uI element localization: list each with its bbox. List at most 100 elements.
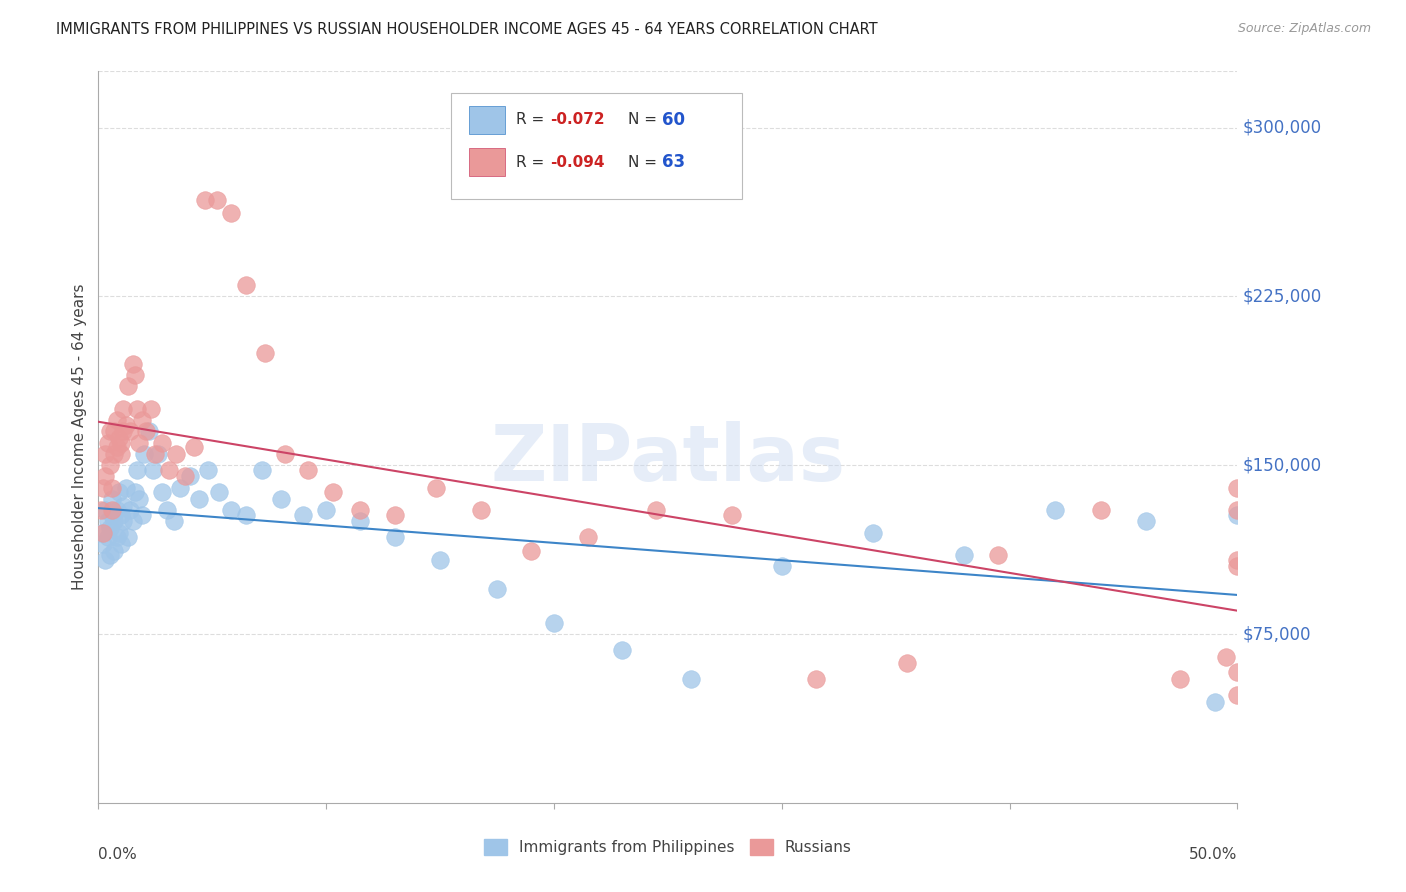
Point xyxy=(384,508,406,522)
Point xyxy=(169,481,191,495)
Point xyxy=(98,548,121,562)
Point xyxy=(1226,559,1249,574)
Point xyxy=(103,515,125,529)
Point xyxy=(91,481,114,495)
Point xyxy=(187,491,209,506)
Point xyxy=(90,503,112,517)
Point xyxy=(117,530,139,544)
Point xyxy=(157,463,180,477)
Point xyxy=(127,463,149,477)
Point xyxy=(108,485,131,500)
Point xyxy=(120,425,142,439)
Text: -0.094: -0.094 xyxy=(551,154,605,169)
Text: -0.072: -0.072 xyxy=(551,112,605,128)
Point xyxy=(162,515,184,529)
Text: N =: N = xyxy=(628,154,662,169)
Point xyxy=(1215,649,1237,664)
Point xyxy=(470,503,492,517)
Point xyxy=(194,193,217,207)
Point xyxy=(138,425,160,439)
Point xyxy=(91,525,114,540)
Point xyxy=(235,508,257,522)
Point xyxy=(1170,672,1192,686)
Point xyxy=(987,548,1010,562)
Point xyxy=(96,435,118,450)
Point xyxy=(219,206,242,220)
Point xyxy=(128,435,150,450)
Point xyxy=(543,615,565,630)
Text: IMMIGRANTS FROM PHILIPPINES VS RUSSIAN HOUSEHOLDER INCOME AGES 45 - 64 YEARS COR: IMMIGRANTS FROM PHILIPPINES VS RUSSIAN H… xyxy=(56,22,877,37)
Text: 63: 63 xyxy=(662,153,685,171)
Point xyxy=(208,485,231,500)
Point xyxy=(679,672,702,686)
Point xyxy=(112,499,135,513)
Point xyxy=(720,508,742,522)
Point xyxy=(94,469,117,483)
Point xyxy=(114,481,136,495)
Point xyxy=(1226,665,1249,680)
Point xyxy=(121,357,143,371)
Point xyxy=(1204,694,1226,708)
Bar xyxy=(468,106,505,134)
Point xyxy=(110,447,132,461)
Point xyxy=(112,425,135,439)
Point xyxy=(96,530,118,544)
Point xyxy=(292,508,315,522)
Point xyxy=(127,401,149,416)
Point xyxy=(120,503,142,517)
FancyBboxPatch shape xyxy=(451,94,742,200)
Point xyxy=(121,515,143,529)
Point xyxy=(274,447,297,461)
Text: $75,000: $75,000 xyxy=(1243,625,1312,643)
Point xyxy=(101,491,124,506)
Point xyxy=(612,642,634,657)
Point xyxy=(105,413,128,427)
Point xyxy=(103,543,125,558)
Point xyxy=(108,525,131,540)
Point xyxy=(105,440,128,454)
Point xyxy=(110,435,132,450)
Point xyxy=(252,463,274,477)
Point xyxy=(297,463,319,477)
Point xyxy=(235,278,257,293)
Point xyxy=(139,401,162,416)
Point xyxy=(145,447,167,461)
Point xyxy=(1226,481,1249,495)
Point xyxy=(132,447,155,461)
Point xyxy=(645,503,668,517)
Point xyxy=(349,515,371,529)
Point xyxy=(576,530,599,544)
Point xyxy=(90,525,112,540)
Point xyxy=(94,503,117,517)
Point xyxy=(105,530,128,544)
Point xyxy=(197,463,219,477)
Point xyxy=(1226,503,1249,517)
Point xyxy=(429,553,451,567)
Point xyxy=(520,543,543,558)
Text: N =: N = xyxy=(628,112,662,128)
Point xyxy=(128,491,150,506)
Text: 0.0%: 0.0% xyxy=(98,847,138,862)
Point xyxy=(94,553,117,567)
Text: 60: 60 xyxy=(662,111,685,128)
Point xyxy=(315,503,337,517)
Point xyxy=(349,503,371,517)
Point xyxy=(124,368,146,383)
Point xyxy=(165,447,187,461)
Point xyxy=(103,425,125,439)
Legend: Immigrants from Philippines, Russians: Immigrants from Philippines, Russians xyxy=(478,833,858,861)
Point xyxy=(384,530,406,544)
Point xyxy=(101,508,124,522)
Point xyxy=(1090,503,1112,517)
Point xyxy=(114,417,136,432)
Point xyxy=(486,582,509,596)
Point xyxy=(98,425,121,439)
Point xyxy=(101,503,124,517)
Point xyxy=(174,469,197,483)
Point xyxy=(1135,515,1157,529)
Text: R =: R = xyxy=(516,112,550,128)
Point xyxy=(98,458,121,473)
Point xyxy=(1226,508,1249,522)
Point xyxy=(270,491,292,506)
Point xyxy=(156,503,179,517)
